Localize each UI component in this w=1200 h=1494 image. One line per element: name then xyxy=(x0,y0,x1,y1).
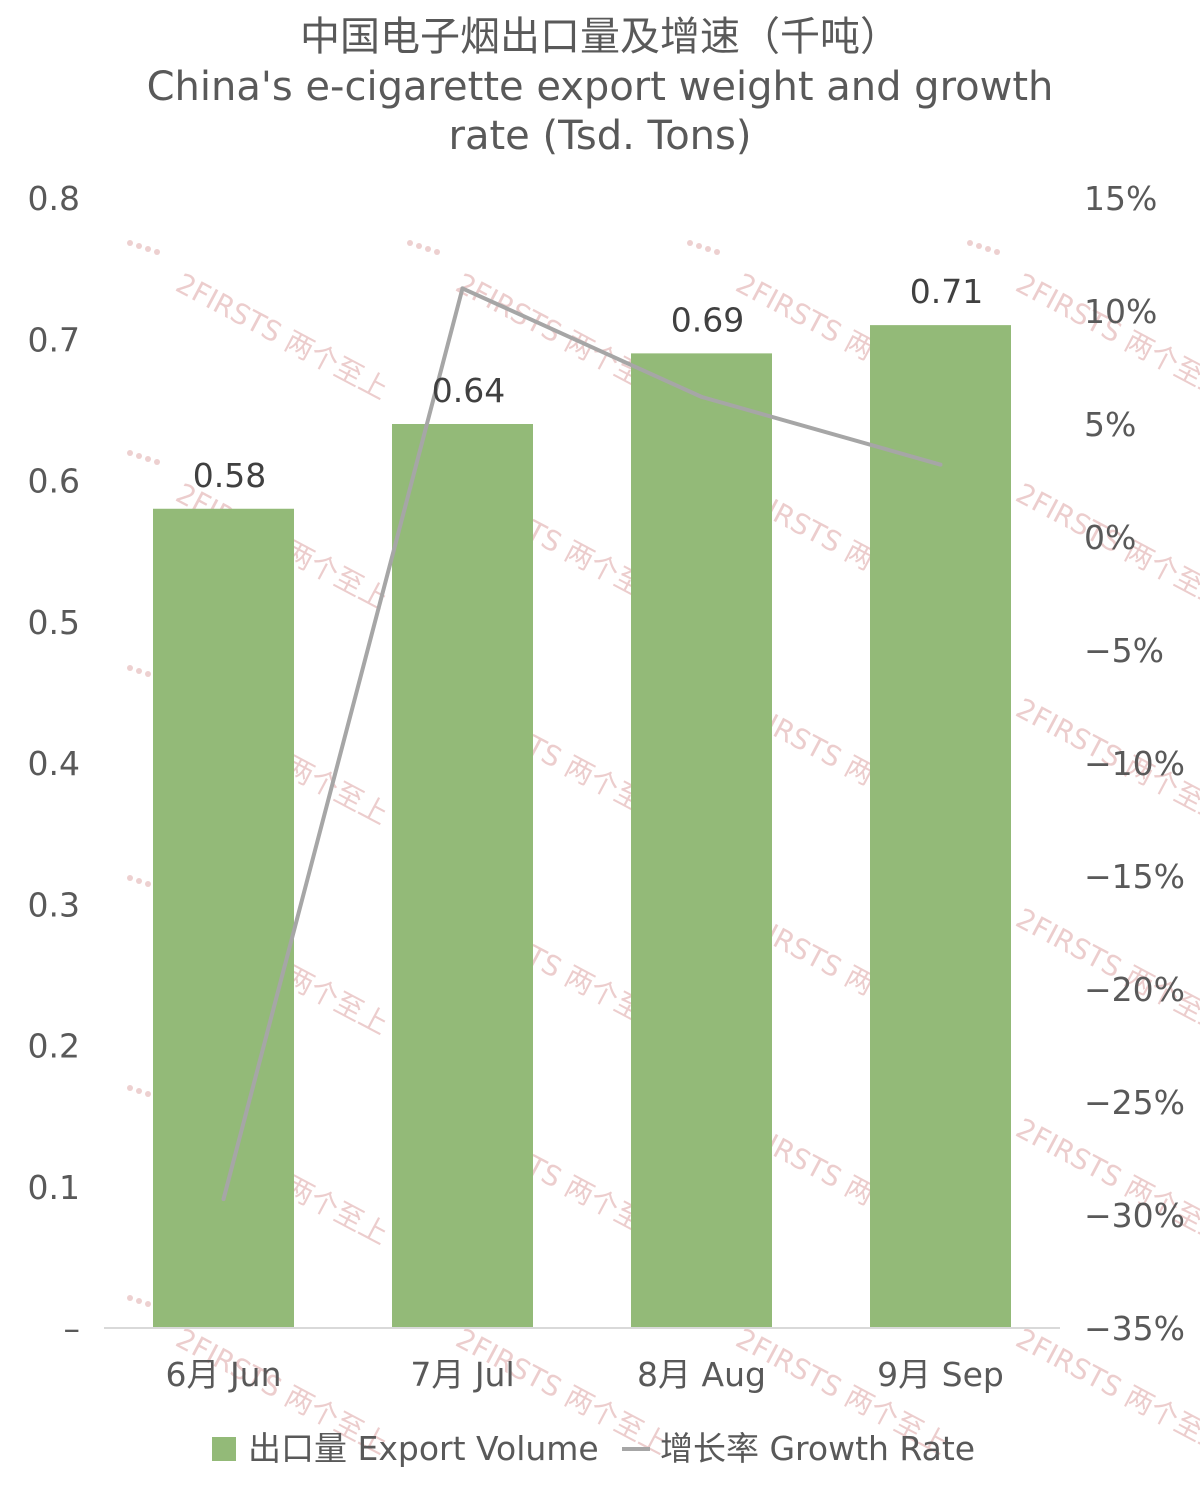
watermark-dot xyxy=(696,243,702,249)
left-axis-tick-label: 0.8 xyxy=(28,179,80,218)
watermark-dot xyxy=(425,246,431,252)
data-label-export-volume: 0.58 xyxy=(193,456,266,495)
right-axis: −35% −30% −25% −20% −15% −10% −5% 0% 5% 10% 15% xyxy=(1084,179,1185,1348)
right-axis-tick-label: 0% xyxy=(1084,518,1136,557)
data-label-export-volume: 0.71 xyxy=(910,272,983,311)
bar-export-volume xyxy=(631,353,772,1328)
data-labels: 0.58 0.64 0.69 0.71 xyxy=(193,272,983,495)
x-axis-category-label: 8月 Aug xyxy=(637,1355,766,1394)
watermark-dot xyxy=(127,1085,133,1091)
bar-export-volume xyxy=(870,325,1011,1328)
data-label-export-volume: 0.64 xyxy=(432,371,505,410)
growth-rate-line xyxy=(221,286,942,1200)
watermark-dot xyxy=(145,246,151,252)
legend-swatch-export-volume xyxy=(212,1437,236,1461)
watermark-dot xyxy=(136,453,142,459)
right-axis-tick-label: 5% xyxy=(1084,405,1136,444)
watermark-dot xyxy=(154,459,160,465)
watermark-dot xyxy=(145,1091,151,1097)
watermark-dot xyxy=(127,1295,133,1301)
watermark-dot xyxy=(705,246,711,252)
watermark-dot xyxy=(136,1088,142,1094)
chart-title-en-line1: China's e-cigarette export weight and gr… xyxy=(147,64,1054,110)
watermark-dot xyxy=(994,249,1000,255)
x-axis-category-label: 9月 Sep xyxy=(877,1355,1004,1394)
right-axis-tick-label: −25% xyxy=(1084,1083,1185,1122)
growth-rate-point xyxy=(699,394,704,399)
watermark-dot xyxy=(136,878,142,884)
watermark-dot xyxy=(407,240,413,246)
watermark-dot xyxy=(416,243,422,249)
watermark-dot xyxy=(967,240,973,246)
bars xyxy=(153,325,1011,1328)
watermark-dot xyxy=(145,1301,151,1307)
legend: 出口量 Export Volume 增长率 Growth Rate xyxy=(212,1429,975,1468)
watermark-dot xyxy=(714,249,720,255)
legend-label-growth-rate: 增长率 Growth Rate xyxy=(660,1429,975,1468)
left-axis: – 0.1 0.2 0.3 0.4 0.5 0.6 0.7 0.8 xyxy=(28,179,80,1348)
watermark-dot xyxy=(976,243,982,249)
growth-line xyxy=(221,286,943,1202)
left-axis-tick-label: 0.4 xyxy=(28,744,80,783)
left-axis-tick-label: 0.1 xyxy=(28,1168,80,1207)
watermark-text: 2FIRSTS 两个至上 xyxy=(1011,267,1200,407)
left-axis-tick-label: 0.7 xyxy=(28,320,80,359)
chart-title-cn: 中国电子烟出口量及增速（千吨） xyxy=(300,14,900,60)
watermark-dot xyxy=(127,875,133,881)
growth-rate-point xyxy=(460,286,465,291)
x-axis-categories: 6月 Jun 7月 Jul 8月 Aug 9月 Sep xyxy=(165,1355,1003,1394)
watermark-dot xyxy=(145,671,151,677)
watermark-dot xyxy=(136,668,142,674)
watermark-dot xyxy=(985,246,991,252)
left-axis-tick-label: 0.5 xyxy=(28,603,80,642)
data-label-export-volume: 0.69 xyxy=(671,300,744,339)
watermark-dot xyxy=(127,240,133,246)
watermark-dot xyxy=(687,240,693,246)
right-axis-tick-label: −10% xyxy=(1084,744,1185,783)
bar-export-volume xyxy=(392,424,533,1328)
left-axis-tick-label: 0.6 xyxy=(28,462,80,501)
watermark-text: 2FIRSTS 两个至上 xyxy=(171,267,394,407)
legend-label-export-volume: 出口量 Export Volume xyxy=(248,1429,599,1468)
growth-rate-point xyxy=(221,1197,226,1202)
left-axis-tick-label: 0.2 xyxy=(28,1027,80,1066)
right-axis-tick-label: −30% xyxy=(1084,1196,1185,1235)
bar-export-volume xyxy=(153,508,294,1328)
watermark-dot xyxy=(136,243,142,249)
watermark-dot xyxy=(145,881,151,887)
watermark-dot xyxy=(136,1298,142,1304)
growth-rate-point xyxy=(938,462,943,467)
x-axis-category-label: 7月 Jul xyxy=(410,1355,514,1394)
right-axis-tick-label: −35% xyxy=(1084,1309,1185,1348)
chart-title-en-line2: rate (Tsd. Tons) xyxy=(449,113,752,159)
right-axis-tick-label: −5% xyxy=(1084,631,1164,670)
watermark-dot xyxy=(127,665,133,671)
watermark-dot xyxy=(434,249,440,255)
x-axis-category-label: 6月 Jun xyxy=(165,1355,281,1394)
left-axis-tick-label: – xyxy=(64,1309,81,1348)
right-axis-tick-label: 15% xyxy=(1084,179,1157,218)
watermark-dot xyxy=(145,456,151,462)
right-axis-tick-label: −20% xyxy=(1084,970,1185,1009)
right-axis-tick-label: 10% xyxy=(1084,292,1157,331)
watermark-dot xyxy=(154,249,160,255)
left-axis-tick-label: 0.3 xyxy=(28,885,80,924)
right-axis-tick-label: −15% xyxy=(1084,857,1185,896)
watermark-dot xyxy=(127,450,133,456)
